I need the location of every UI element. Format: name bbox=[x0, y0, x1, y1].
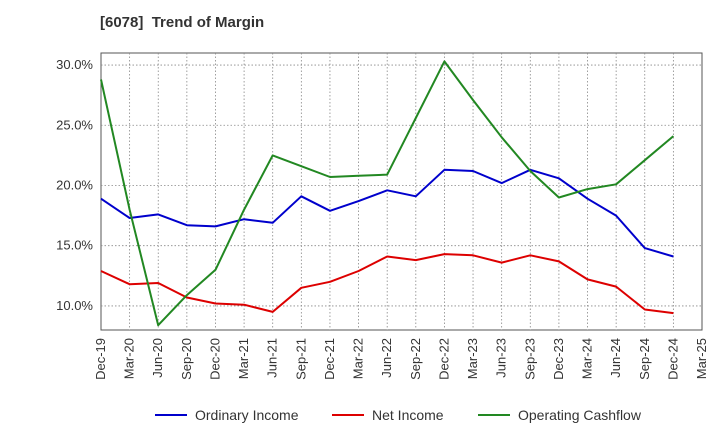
x-tick-label: Jun-22 bbox=[379, 338, 394, 378]
legend: Ordinary Income Net Income Operating Cashf… bbox=[155, 407, 642, 423]
grid-lines bbox=[101, 53, 702, 330]
legend-label: Operating Cashflow bbox=[518, 407, 642, 423]
x-tick-label: Mar-22 bbox=[351, 338, 366, 379]
x-tick-label: Sep-21 bbox=[293, 338, 308, 380]
x-tick-label: Jun-21 bbox=[265, 338, 280, 378]
y-tick-label: 10.0% bbox=[56, 298, 93, 313]
plot-area bbox=[100, 52, 703, 331]
axis-labels: 10.0% 15.0% 20.0% 25.0% 30.0% Dec-19 Mar-20 Jun… bbox=[56, 57, 709, 380]
x-tick-label: Mar-20 bbox=[122, 338, 137, 379]
y-tick-label: 30.0% bbox=[56, 57, 93, 72]
x-tick-label: Mar-23 bbox=[465, 338, 480, 379]
x-tick-label: Mar-25 bbox=[694, 338, 709, 379]
y-tick-label: 25.0% bbox=[56, 117, 93, 132]
x-tick-label: Sep-24 bbox=[637, 338, 652, 380]
y-tick-label: 20.0% bbox=[56, 177, 93, 192]
x-tick-label: Jun-24 bbox=[608, 338, 623, 378]
x-tick-label: Dec-20 bbox=[207, 338, 222, 380]
x-tick-label: Sep-22 bbox=[408, 338, 423, 380]
x-tick-label: Sep-20 bbox=[179, 338, 194, 380]
x-tick-label: Mar-24 bbox=[580, 338, 595, 379]
x-tick-label: Dec-19 bbox=[93, 338, 108, 380]
x-tick-label: Dec-22 bbox=[436, 338, 451, 380]
legend-label: Ordinary Income bbox=[195, 407, 299, 423]
x-tick-label: Sep-23 bbox=[522, 338, 537, 380]
x-tick-label: Dec-21 bbox=[322, 338, 337, 380]
series-line-net-income bbox=[100, 253, 674, 315]
chart-title: [6078] Trend of Margin bbox=[100, 14, 265, 31]
series-line-operating-cashflow bbox=[100, 60, 675, 327]
x-tick-label: Jun-20 bbox=[150, 338, 165, 378]
legend-label: Net Income bbox=[372, 407, 444, 423]
x-tick-label: Jun-23 bbox=[494, 338, 509, 378]
x-tick-label: Dec-23 bbox=[551, 338, 566, 380]
x-tick-label: Dec-24 bbox=[665, 338, 680, 380]
series-lines bbox=[100, 60, 675, 327]
x-tick-label: Mar-21 bbox=[236, 338, 251, 379]
y-tick-label: 15.0% bbox=[56, 238, 93, 253]
